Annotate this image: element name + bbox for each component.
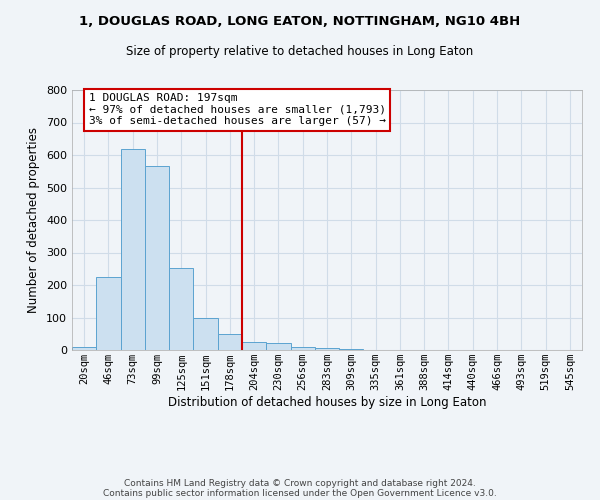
Text: Size of property relative to detached houses in Long Eaton: Size of property relative to detached ho… bbox=[127, 45, 473, 58]
Bar bbox=[145, 166, 169, 350]
Text: Contains public sector information licensed under the Open Government Licence v3: Contains public sector information licen… bbox=[103, 488, 497, 498]
Bar bbox=[218, 334, 242, 350]
Bar bbox=[169, 268, 193, 350]
Text: 1, DOUGLAS ROAD, LONG EATON, NOTTINGHAM, NG10 4BH: 1, DOUGLAS ROAD, LONG EATON, NOTTINGHAM,… bbox=[79, 15, 521, 28]
Y-axis label: Number of detached properties: Number of detached properties bbox=[28, 127, 40, 313]
Bar bbox=[290, 347, 315, 350]
Bar bbox=[315, 348, 339, 350]
Bar bbox=[121, 150, 145, 350]
Bar bbox=[193, 318, 218, 350]
Text: Contains HM Land Registry data © Crown copyright and database right 2024.: Contains HM Land Registry data © Crown c… bbox=[124, 478, 476, 488]
Bar bbox=[96, 277, 121, 350]
Text: 1 DOUGLAS ROAD: 197sqm
← 97% of detached houses are smaller (1,793)
3% of semi-d: 1 DOUGLAS ROAD: 197sqm ← 97% of detached… bbox=[89, 93, 386, 126]
Bar bbox=[266, 343, 290, 350]
X-axis label: Distribution of detached houses by size in Long Eaton: Distribution of detached houses by size … bbox=[168, 396, 486, 409]
Bar bbox=[72, 347, 96, 350]
Bar bbox=[242, 342, 266, 350]
